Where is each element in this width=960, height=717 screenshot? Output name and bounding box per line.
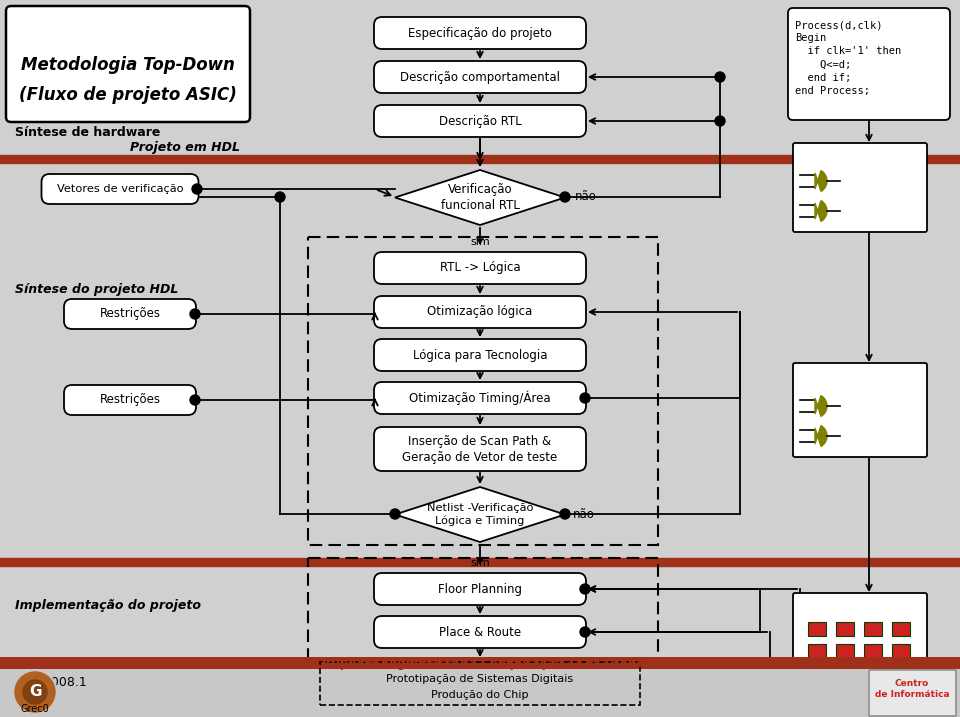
Text: Inserção de Scan Path &
Geração de Vetor de teste: Inserção de Scan Path & Geração de Vetor… bbox=[402, 435, 558, 463]
Text: Especificação do projeto: Especificação do projeto bbox=[408, 27, 552, 39]
Text: Otimização Timing/Área: Otimização Timing/Área bbox=[409, 391, 551, 405]
Circle shape bbox=[390, 509, 400, 519]
Text: não: não bbox=[575, 191, 597, 204]
Bar bbox=[836, 666, 854, 680]
Text: Prototipação de Sistemas Digitais: Prototipação de Sistemas Digitais bbox=[387, 674, 573, 684]
Text: Place & Route: Place & Route bbox=[439, 625, 521, 639]
Circle shape bbox=[192, 184, 202, 194]
FancyBboxPatch shape bbox=[374, 339, 586, 371]
Text: Produção do Chip: Produção do Chip bbox=[431, 690, 529, 700]
FancyBboxPatch shape bbox=[41, 174, 199, 204]
FancyBboxPatch shape bbox=[793, 363, 927, 457]
Text: 15: 15 bbox=[892, 677, 908, 690]
Text: Verificação
funcional RTL: Verificação funcional RTL bbox=[441, 183, 519, 212]
Polygon shape bbox=[395, 706, 565, 717]
Bar bbox=[808, 644, 826, 658]
Text: Síntese do projeto HDL: Síntese do projeto HDL bbox=[15, 283, 179, 297]
FancyBboxPatch shape bbox=[374, 382, 586, 414]
Circle shape bbox=[715, 72, 725, 82]
Circle shape bbox=[190, 395, 200, 405]
Bar bbox=[864, 644, 882, 658]
FancyBboxPatch shape bbox=[793, 593, 927, 687]
FancyBboxPatch shape bbox=[374, 17, 586, 49]
FancyBboxPatch shape bbox=[869, 670, 956, 716]
Text: Descrição comportamental: Descrição comportamental bbox=[400, 70, 560, 83]
Polygon shape bbox=[395, 170, 565, 225]
Circle shape bbox=[13, 670, 57, 714]
Bar bbox=[0, 667, 960, 717]
FancyBboxPatch shape bbox=[374, 616, 586, 648]
Text: não: não bbox=[573, 508, 595, 521]
Circle shape bbox=[15, 672, 55, 712]
Polygon shape bbox=[815, 201, 827, 222]
Bar bbox=[836, 644, 854, 658]
Circle shape bbox=[580, 670, 590, 680]
Circle shape bbox=[275, 192, 285, 202]
Text: Layout Físico: Layout Físico bbox=[442, 668, 518, 681]
Text: Process(d,clk)
Begin
  if clk='1' then
    Q<=d;
  end if;
end Process;: Process(d,clk) Begin if clk='1' then Q<=… bbox=[795, 20, 901, 96]
Text: Grupo de Engenharia da Computação - CIn / UFPE: Grupo de Engenharia da Computação - CIn … bbox=[316, 657, 644, 670]
Text: Floor Planning: Floor Planning bbox=[438, 582, 522, 596]
Text: 2008.1: 2008.1 bbox=[43, 677, 86, 690]
Text: Descrição RTL: Descrição RTL bbox=[439, 115, 521, 128]
Polygon shape bbox=[815, 396, 827, 417]
Text: sim: sim bbox=[470, 237, 490, 247]
FancyBboxPatch shape bbox=[64, 299, 196, 329]
Text: Grec0: Grec0 bbox=[20, 704, 49, 714]
FancyBboxPatch shape bbox=[374, 427, 586, 471]
FancyBboxPatch shape bbox=[374, 105, 586, 137]
Text: RTL -> Lógica: RTL -> Lógica bbox=[440, 262, 520, 275]
Text: Síntese de hardware: Síntese de hardware bbox=[15, 126, 160, 140]
Text: Restrições: Restrições bbox=[100, 394, 160, 407]
Bar bbox=[864, 666, 882, 680]
Text: Vetores de verificação: Vetores de verificação bbox=[57, 184, 183, 194]
Circle shape bbox=[580, 627, 590, 637]
FancyBboxPatch shape bbox=[793, 143, 927, 232]
FancyBboxPatch shape bbox=[374, 296, 586, 328]
Text: Centro
de Informática: Centro de Informática bbox=[875, 679, 949, 698]
Bar bbox=[892, 644, 910, 658]
Circle shape bbox=[560, 192, 570, 202]
Bar bbox=[808, 666, 826, 680]
Bar bbox=[892, 666, 910, 680]
Bar bbox=[864, 622, 882, 636]
Text: Netlist -Verificação
Lógica e Timing: Netlist -Verificação Lógica e Timing bbox=[427, 503, 533, 526]
Bar bbox=[0, 657, 960, 669]
FancyBboxPatch shape bbox=[374, 659, 586, 691]
FancyBboxPatch shape bbox=[374, 573, 586, 605]
Circle shape bbox=[715, 116, 725, 126]
Bar bbox=[808, 622, 826, 636]
Circle shape bbox=[190, 309, 200, 319]
Text: Projeto em HDL: Projeto em HDL bbox=[130, 141, 240, 153]
Text: G: G bbox=[29, 685, 41, 700]
Circle shape bbox=[580, 584, 590, 594]
Polygon shape bbox=[395, 487, 565, 542]
FancyBboxPatch shape bbox=[788, 8, 950, 120]
FancyBboxPatch shape bbox=[374, 252, 586, 284]
Text: Implementação do projeto: Implementação do projeto bbox=[15, 599, 201, 612]
Text: Restrições: Restrições bbox=[100, 308, 160, 320]
Polygon shape bbox=[815, 171, 827, 191]
Text: (Fluxo de projeto ASIC): (Fluxo de projeto ASIC) bbox=[19, 86, 237, 104]
Bar bbox=[892, 622, 910, 636]
Text: sim: sim bbox=[470, 558, 490, 568]
Text: Otimização lógica: Otimização lógica bbox=[427, 305, 533, 318]
Polygon shape bbox=[815, 426, 827, 447]
FancyBboxPatch shape bbox=[64, 385, 196, 415]
Circle shape bbox=[560, 509, 570, 519]
FancyBboxPatch shape bbox=[6, 6, 250, 122]
Text: Lógica para Tecnologia: Lógica para Tecnologia bbox=[413, 348, 547, 361]
Circle shape bbox=[23, 680, 47, 704]
Circle shape bbox=[580, 393, 590, 403]
FancyBboxPatch shape bbox=[374, 61, 586, 93]
Text: Metodologia Top-Down: Metodologia Top-Down bbox=[21, 56, 235, 74]
Bar bbox=[836, 622, 854, 636]
